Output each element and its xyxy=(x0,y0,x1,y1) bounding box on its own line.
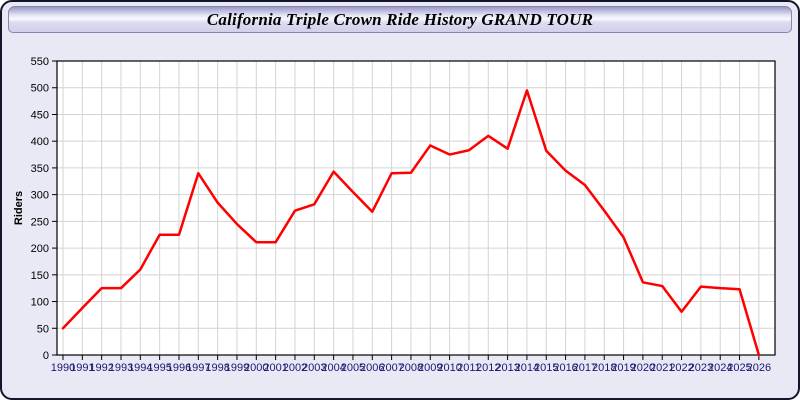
plot-background xyxy=(57,61,775,355)
x-tick-label: 2021 xyxy=(650,362,674,374)
x-tick-label: 2013 xyxy=(495,362,519,374)
x-tick-label: 2008 xyxy=(399,362,423,374)
x-tick-label: 2012 xyxy=(476,362,500,374)
x-tick-label: 1995 xyxy=(147,362,171,374)
title-bar: California Triple Crown Ride History GRA… xyxy=(8,6,792,33)
x-tick-label: 1998 xyxy=(205,362,229,374)
x-tick-label: 2011 xyxy=(457,362,481,374)
x-tick-label: 2010 xyxy=(437,362,461,374)
y-axis-title: Riders xyxy=(13,191,25,225)
y-tick-label: 100 xyxy=(31,297,49,309)
x-tick-label: 2006 xyxy=(360,362,384,374)
x-tick-label: 2022 xyxy=(669,362,693,374)
x-tick-label: 1991 xyxy=(70,362,94,374)
chart-title: California Triple Crown Ride History GRA… xyxy=(206,9,594,29)
x-tick-label: 2024 xyxy=(708,362,732,374)
y-tick-label: 200 xyxy=(31,243,49,255)
x-tick-label: 2026 xyxy=(747,362,771,374)
x-tick-label: 2005 xyxy=(341,362,365,374)
x-tick-label: 2017 xyxy=(573,362,597,374)
x-tick-label: 2025 xyxy=(727,362,751,374)
y-tick-label: 500 xyxy=(31,83,49,95)
x-tick-label: 1990 xyxy=(51,362,75,374)
x-tick-label: 2002 xyxy=(283,362,307,374)
x-tick-label: 2000 xyxy=(244,362,268,374)
x-tick-label: 2007 xyxy=(379,362,403,374)
x-tick-label: 2001 xyxy=(263,362,287,374)
y-tick-label: 450 xyxy=(31,109,49,121)
x-tick-label: 2009 xyxy=(418,362,442,374)
y-tick-label: 250 xyxy=(31,216,49,228)
riders-line xyxy=(61,89,761,357)
y-tick-label: 0 xyxy=(43,350,49,362)
x-tick-label: 2004 xyxy=(321,362,345,374)
y-tick-label: 400 xyxy=(31,136,49,148)
x-tick-label: 2023 xyxy=(689,362,713,374)
x-tick-label: 2019 xyxy=(611,362,635,374)
x-tick-label: 1992 xyxy=(89,362,113,374)
x-tick-label: 1997 xyxy=(186,362,210,374)
x-tick-label: 1994 xyxy=(128,362,152,374)
plot-frame xyxy=(56,60,776,356)
x-tick-label: 1993 xyxy=(109,362,133,374)
x-tick-label: 2015 xyxy=(534,362,558,374)
x-tick-label: 2018 xyxy=(592,362,616,374)
y-tick-label: 50 xyxy=(37,323,49,335)
y-tick-label: 150 xyxy=(31,270,49,282)
y-tick-label: 550 xyxy=(31,56,49,68)
y-tick-label: 350 xyxy=(31,163,49,175)
x-tick-label: 2014 xyxy=(515,362,539,374)
x-tick-label: 1996 xyxy=(167,362,191,374)
y-tick-label: 300 xyxy=(31,190,49,202)
x-tick-label: 2003 xyxy=(302,362,326,374)
x-tick-label: 1999 xyxy=(225,362,249,374)
x-tick-label: 2016 xyxy=(553,362,577,374)
x-tick-label: 2020 xyxy=(631,362,655,374)
